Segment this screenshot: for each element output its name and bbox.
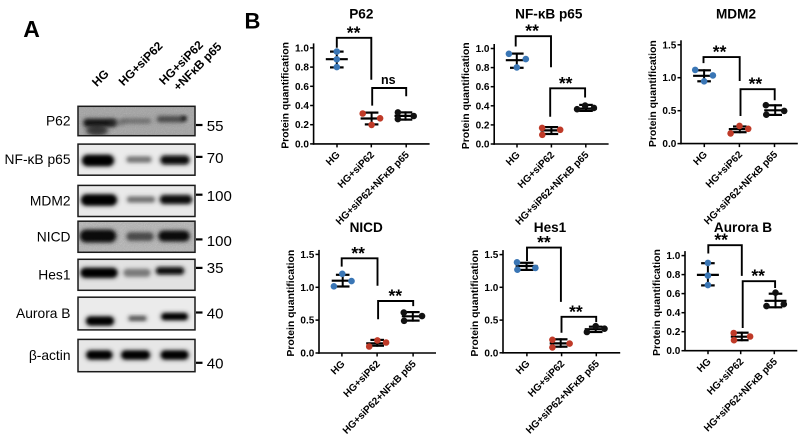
svg-text:**: **: [559, 73, 573, 93]
svg-text:**: **: [525, 21, 539, 41]
svg-text:1.5: 1.5: [662, 40, 676, 51]
svg-text:**: **: [537, 232, 551, 252]
svg-text:0.8: 0.8: [666, 270, 680, 281]
svg-text:MDM2: MDM2: [716, 6, 756, 21]
svg-text:0.6: 0.6: [295, 82, 309, 93]
svg-text:Protein quantification: Protein quantification: [652, 249, 663, 356]
svg-text:0.5: 0.5: [300, 316, 314, 327]
svg-text:Aurora B: Aurora B: [16, 306, 70, 321]
svg-text:ns: ns: [381, 73, 396, 87]
svg-text:1.0: 1.0: [300, 283, 314, 294]
svg-text:P62: P62: [46, 114, 71, 129]
svg-text:0.0: 0.0: [476, 140, 490, 151]
svg-text:0.5: 0.5: [484, 316, 498, 327]
svg-text:40: 40: [207, 356, 224, 373]
svg-text:Protein quantification: Protein quantification: [470, 250, 481, 357]
svg-text:Protein quantification: Protein quantification: [648, 40, 659, 147]
svg-text:**: **: [749, 74, 763, 94]
svg-text:0.6: 0.6: [476, 82, 490, 93]
svg-text:1.0: 1.0: [662, 73, 676, 84]
svg-text:Protein quantification: Protein quantification: [280, 42, 291, 149]
svg-text:0.2: 0.2: [295, 120, 309, 131]
svg-text:0.0: 0.0: [300, 349, 314, 360]
svg-text:NF-κB p65: NF-κB p65: [515, 6, 583, 21]
svg-text:70: 70: [207, 150, 224, 167]
svg-text:0.0: 0.0: [662, 139, 676, 150]
svg-text:40: 40: [207, 305, 224, 322]
svg-text:NICD: NICD: [350, 220, 383, 235]
svg-text:1.5: 1.5: [484, 250, 498, 261]
svg-text:**: **: [347, 22, 361, 42]
svg-text:**: **: [751, 266, 765, 286]
svg-text:**: **: [388, 286, 402, 306]
svg-text:NICD: NICD: [37, 229, 71, 244]
svg-text:0.2: 0.2: [476, 120, 490, 131]
svg-text:0.0: 0.0: [484, 348, 498, 359]
svg-text:55: 55: [207, 118, 224, 135]
svg-text:0.0: 0.0: [666, 346, 680, 357]
svg-text:**: **: [351, 243, 365, 263]
svg-text:100: 100: [207, 233, 232, 250]
svg-text:β-actin: β-actin: [29, 348, 71, 363]
svg-text:0.4: 0.4: [295, 101, 309, 112]
svg-text:A: A: [23, 16, 40, 42]
svg-text:**: **: [569, 301, 583, 321]
svg-text:NF-κB p65: NF-κB p65: [5, 152, 71, 167]
svg-text:**: **: [713, 42, 727, 62]
svg-text:1.0: 1.0: [666, 251, 680, 262]
svg-text:Protein quantification: Protein quantification: [461, 42, 472, 149]
svg-text:Hes1: Hes1: [38, 267, 70, 282]
svg-text:0.6: 0.6: [666, 289, 680, 300]
svg-text:0.0: 0.0: [295, 139, 309, 150]
svg-text:0.2: 0.2: [666, 327, 680, 338]
svg-text:P62: P62: [349, 6, 374, 21]
svg-text:1.0: 1.0: [295, 43, 309, 54]
svg-text:MDM2: MDM2: [30, 194, 71, 209]
svg-text:Protein quantification: Protein quantification: [286, 250, 297, 357]
svg-text:B: B: [245, 9, 261, 34]
svg-text:0.8: 0.8: [295, 63, 309, 74]
svg-text:0.4: 0.4: [476, 101, 490, 112]
svg-text:100: 100: [207, 188, 232, 205]
svg-text:1.5: 1.5: [300, 250, 314, 261]
svg-text:**: **: [714, 230, 728, 250]
svg-text:Hes1: Hes1: [534, 220, 567, 235]
svg-text:1.0: 1.0: [476, 44, 490, 55]
svg-text:0.5: 0.5: [662, 106, 676, 117]
svg-text:1.0: 1.0: [484, 283, 498, 294]
svg-text:35: 35: [207, 260, 224, 277]
svg-text:Aurora B: Aurora B: [714, 220, 772, 235]
svg-text:0.4: 0.4: [666, 308, 680, 319]
svg-text:0.8: 0.8: [476, 63, 490, 74]
